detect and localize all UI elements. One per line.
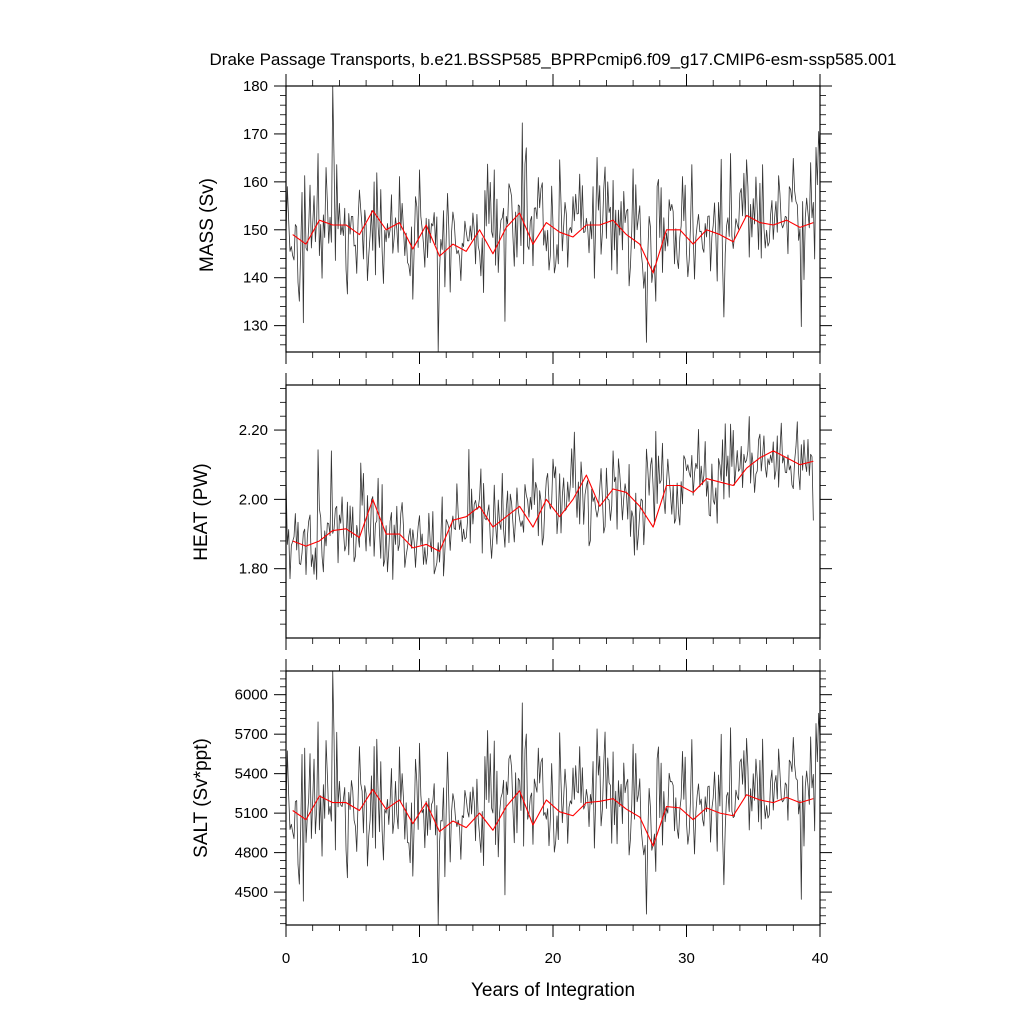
x-tick-label: 0 [282, 950, 290, 967]
x-tick-label: 10 [411, 950, 428, 967]
mass-y-tick-label: 140 [243, 270, 268, 287]
salt-y-tick-label: 5400 [235, 766, 268, 783]
salt-monthly-series-line [285, 670, 821, 926]
mass-y-tick-label: 130 [243, 318, 268, 335]
heat-y-tick-label: 2.00 [239, 491, 268, 508]
x-tick-label: 40 [812, 950, 829, 967]
salt-y-tick-label: 4500 [235, 884, 268, 901]
panel-salt: SALT (Sv*ppt) 4500 4800 5100 5400 5700 6000 [191, 659, 832, 937]
salt-y-tick-label: 5700 [235, 726, 268, 743]
chart-title: Drake Passage Transports, b.e21.BSSP585_… [210, 50, 897, 69]
x-axis-title: Years of Integration [471, 980, 635, 1001]
y-axis-title-heat: HEAT (PW) [191, 463, 212, 560]
mass-monthly-series-line [285, 85, 821, 353]
x-tick-label: 20 [545, 950, 562, 967]
x-tick-label: 30 [678, 950, 695, 967]
y-axis-title-mass: MASS (Sv) [197, 178, 218, 272]
heat-y-tick-label: 1.80 [239, 561, 268, 578]
heat-y-tick-label: 2.20 [239, 422, 268, 439]
panel-mass: MASS (Sv) 130 140 150 160 170 180 [197, 74, 832, 364]
salt-y-tick-label: 6000 [235, 687, 268, 704]
panel-heat: HEAT (PW) 1.80 2.00 2.20 [191, 373, 832, 650]
mass-y-tick-label: 150 [243, 222, 268, 239]
mass-y-tick-label: 160 [243, 174, 268, 191]
heat-plot-frame [285, 384, 821, 639]
mass-annual-series-line [292, 210, 814, 274]
salt-y-tick-label: 4800 [235, 845, 268, 862]
salt-annual-series-line [292, 788, 814, 847]
heat-annual-series-line [292, 450, 814, 552]
y-axis-title-salt: SALT (Sv*ppt) [191, 738, 212, 858]
mass-y-tick-label: 180 [243, 78, 268, 95]
mass-y-tick-label: 170 [243, 126, 268, 143]
heat-monthly-series-line [285, 416, 814, 580]
salt-y-tick-label: 5100 [235, 805, 268, 822]
